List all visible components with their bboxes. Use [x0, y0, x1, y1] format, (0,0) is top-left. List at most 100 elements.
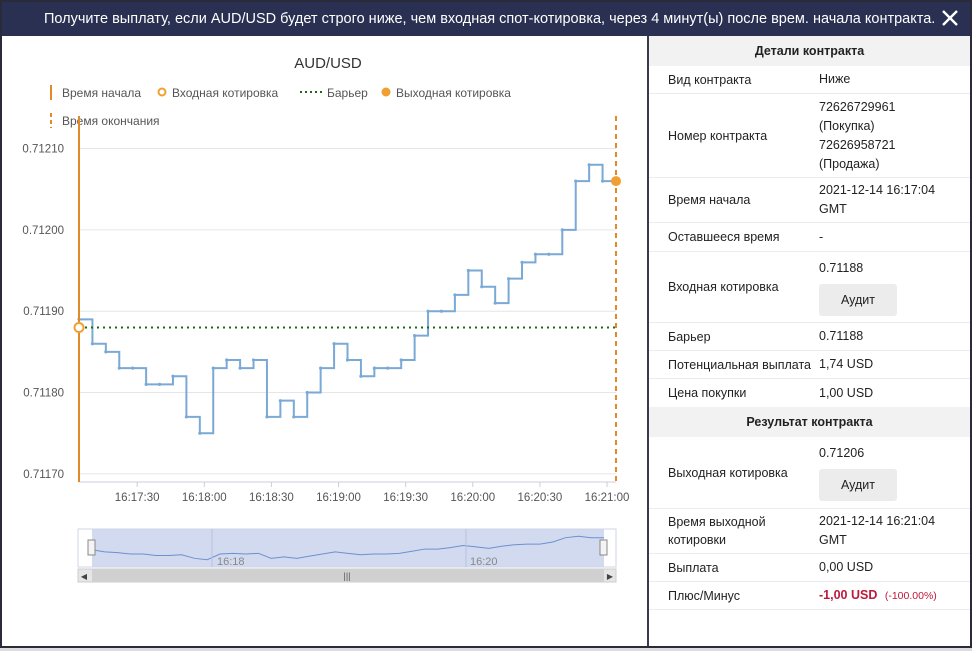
chart-navigator[interactable]: 16:18 16:20 ||| ◀ ▶: [77, 528, 617, 583]
payment-value: 0,00 USD: [819, 560, 874, 574]
y-tick-label: 0.71170: [23, 469, 64, 481]
chart-panel: AUD/USD Время начала Входная котировка Б…: [2, 36, 647, 646]
start-time-value: 2021-12-14 16:17:04: [819, 183, 936, 197]
price-point: [144, 382, 148, 386]
price-point: [305, 390, 309, 395]
navigator-handle-right[interactable]: [599, 539, 608, 556]
price-point: [533, 252, 538, 256]
profit-loss-label: Плюс/Минус: [668, 588, 741, 603]
price-point: [131, 366, 135, 370]
price-line: [79, 163, 616, 435]
chart-grid: [79, 148, 616, 475]
price-point: [265, 415, 269, 419]
row-start-time: Время начала 2021-12-14 16:17:04 GMT: [649, 178, 970, 223]
price-point: [507, 277, 511, 281]
row-exit-time: Время выходной котировки 2021-12-14 16:2…: [649, 509, 970, 554]
scroll-right-icon[interactable]: ▶: [607, 572, 614, 581]
window-title: Получите выплату, если AUD/USD будет стр…: [44, 11, 936, 27]
x-tick-label: 16:21:00: [585, 492, 630, 504]
legend-start-time: Время начала: [62, 86, 141, 100]
row-contract-type: Вид контракта Ниже: [649, 66, 970, 94]
price-point: [345, 358, 350, 362]
entry-spot-value: 0.71188: [819, 260, 864, 275]
price-point: [439, 309, 444, 313]
chart-title: AUD/USD: [294, 55, 362, 72]
price-point: [319, 366, 323, 370]
row-barrier: Барьер 0.71188: [649, 323, 970, 351]
close-icon: [942, 10, 958, 26]
contract-number-buy: 72626729961: [819, 99, 896, 114]
y-tick-label: 0.71180: [23, 388, 64, 400]
x-tick-label: 16:20:30: [518, 492, 563, 504]
exit-time-value: 2021-12-14 16:21:04: [819, 514, 936, 528]
exit-time-zone: GMT: [819, 533, 847, 547]
price-point: [480, 285, 484, 289]
profit-loss-percent: (-100.00%): [884, 589, 937, 602]
result-header: Результат контракта: [649, 407, 970, 437]
title-bar: Получите выплату, если AUD/USD будет стр…: [2, 2, 970, 36]
contract-details-panel: Детали контракта Вид контракта Ниже Номе…: [649, 36, 970, 646]
navigator-handle-left[interactable]: [87, 539, 96, 556]
price-point: [211, 366, 215, 370]
exit-audit-button[interactable]: Аудит: [819, 469, 897, 501]
x-tick-label: 16:18:00: [182, 492, 227, 504]
chart-legend: Время начала Входная котировка Барьер Вы…: [50, 85, 511, 128]
x-tick-label: 16:19:00: [316, 492, 361, 504]
price-point: [332, 342, 336, 346]
price-point: [198, 431, 202, 435]
price-point: [104, 350, 108, 354]
x-tick-label: 16:19:30: [383, 492, 428, 504]
exit-spot-value: 0.71206: [819, 446, 865, 460]
contract-number-sell: 72626958721: [819, 137, 896, 152]
price-point: [171, 374, 175, 378]
legend-entry-marker: [157, 87, 167, 97]
potential-payout-value: 1,74 USD: [819, 357, 874, 371]
exit-spot-marker: [611, 176, 621, 187]
price-point: [292, 415, 296, 419]
potential-payout-label: Потенциальная выплата: [668, 357, 811, 372]
scrollbar-thumb[interactable]: [92, 569, 604, 582]
price-point: [466, 268, 470, 273]
price-point: [90, 342, 95, 346]
row-exit-spot: Выходная котировка 0.71206 Аудит: [649, 437, 970, 509]
x-tick-label: 16:20:00: [450, 492, 495, 504]
price-point: [372, 366, 376, 370]
price-point: [225, 358, 229, 362]
row-profit-loss: Плюс/Минус -1,00 USD (-100.00%): [649, 582, 970, 610]
remaining-time-value: -: [819, 229, 824, 244]
barrier-value: 0.71188: [819, 329, 864, 343]
price-point: [117, 366, 121, 370]
x-axis-ticks: 16:17:30 16:18:00 16:18:30 16:19:00 16:19:30…: [79, 481, 630, 504]
contract-type-value: Ниже: [819, 72, 851, 86]
row-remaining-time: Оставшееся время -: [649, 223, 970, 252]
purchase-price-label: Цена покупки: [668, 386, 747, 400]
price-point: [587, 163, 591, 167]
price-point: [574, 179, 578, 183]
contract-number-buy-note: (Покупка): [819, 118, 875, 133]
y-tick-label: 0.71190: [23, 306, 64, 318]
price-point: [453, 293, 457, 297]
start-time-label: Время начала: [668, 193, 751, 207]
price-point: [560, 228, 564, 232]
chart-markers: [73, 116, 621, 482]
barrier-label: Барьер: [668, 329, 711, 344]
entry-spot-marker: [73, 321, 85, 333]
row-contract-number: Номер контракта 72626729961 (Покупка) 72…: [649, 94, 970, 178]
close-button[interactable]: [938, 6, 962, 30]
navigator-selection[interactable]: [92, 529, 604, 567]
entry-audit-button[interactable]: Аудит: [819, 283, 897, 316]
row-potential-payout: Потенциальная выплата 1,74 USD: [649, 351, 970, 379]
exit-time-label: Время выходной: [668, 515, 766, 529]
price-series: [77, 163, 618, 435]
scroll-left-icon[interactable]: ◀: [81, 572, 88, 581]
panel-divider: [647, 36, 649, 646]
remaining-time-label: Оставшееся время: [668, 230, 780, 244]
purchase-price-value: 1,00 USD: [819, 385, 874, 400]
price-point: [386, 366, 390, 370]
row-purchase-price: Цена покупки 1,00 USD: [649, 379, 970, 407]
details-header: Детали контракта: [649, 36, 970, 66]
navigator-label-2: 16:20: [470, 556, 498, 568]
exit-spot-label: Выходная котировка: [668, 465, 788, 480]
payment-label: Выплата: [668, 560, 719, 575]
